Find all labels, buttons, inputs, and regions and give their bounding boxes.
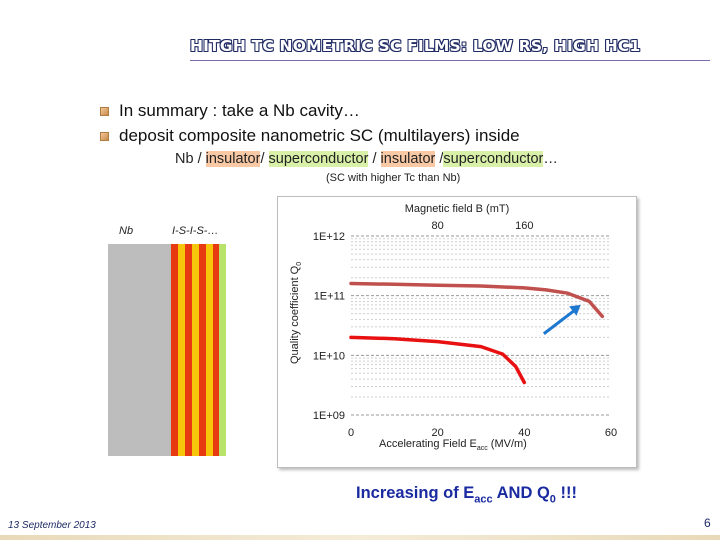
- bullet-square-icon: [100, 106, 109, 116]
- x-axis-label-main: Accelerating Field E: [379, 438, 477, 450]
- title-underline: [190, 60, 710, 61]
- y-tick-label: 1E+11: [314, 291, 345, 303]
- nb-substrate: [108, 244, 171, 456]
- top-axis-ticks: 80 160: [432, 220, 534, 232]
- x-tick-label: 40: [518, 427, 530, 439]
- bullet-square-icon: [100, 131, 109, 141]
- layer-nb: Nb /: [175, 151, 206, 167]
- chart-curves: [349, 281, 605, 385]
- layer-sequence: Nb / insulator/ superconductor / insulat…: [175, 151, 558, 167]
- x-axis-label-unit: (MV/m): [488, 438, 527, 450]
- bullet-1: In summary : take a Nb cavity…: [100, 101, 360, 121]
- stripe-yellow: [192, 244, 199, 456]
- conclusion-part-1: Increasing of E: [356, 484, 475, 502]
- x-axis-ticks: 0 20 40 60: [348, 427, 617, 439]
- chart-grid: [351, 235, 611, 416]
- bullet-2-text: deposit composite nanometric SC (multila…: [119, 126, 520, 145]
- y-axis-ticks: 1E+12 1E+11 1E+10 1E+09: [313, 231, 345, 422]
- layer-separator: /: [368, 151, 381, 167]
- stripe-red: [171, 244, 178, 456]
- top-tick-label: 160: [515, 220, 533, 232]
- tc-note: (SC with higher Tc than Nb): [326, 172, 461, 184]
- y-axis-label: Quality coefficient Q0: [289, 262, 303, 364]
- stripe-yellow: [206, 244, 213, 456]
- y-tick-label: 1E+12: [313, 231, 345, 243]
- y-tick-label: 1E+09: [313, 410, 345, 422]
- arrow-head: [569, 304, 581, 316]
- layer-ellipsis: …: [543, 151, 558, 167]
- nb-curve: [349, 335, 527, 385]
- x-axis-label: Accelerating Field Eacc (MV/m): [379, 438, 527, 452]
- y-tick-label: 1E+10: [313, 350, 345, 362]
- stripe-yellow: [178, 244, 185, 456]
- stripe-red: [213, 244, 219, 456]
- layer-separator: /: [260, 151, 269, 167]
- layer-separator: /: [435, 151, 444, 167]
- conclusion-part-2: AND Q: [492, 484, 550, 502]
- footer-band: [0, 535, 720, 540]
- y-axis-label-sub: 0: [296, 262, 303, 266]
- slide-title: HITGH TC NOMETRIC SC FILMS: LOW RS, HIGH…: [190, 37, 641, 55]
- x-tick-label: 60: [605, 427, 617, 439]
- bullet-1-text: In summary : take a Nb cavity…: [119, 101, 360, 120]
- conclusion-sub-acc: acc: [474, 493, 493, 506]
- footer-date: 13 September 2013: [8, 520, 96, 531]
- improvement-arrow-icon: [542, 304, 581, 335]
- layer-superconductor-1: superconductor: [268, 151, 369, 167]
- x-tick-label: 0: [348, 427, 354, 439]
- layer-insulator-2: insulator: [380, 151, 436, 167]
- isis-label: I-S-I-S-…: [172, 225, 219, 237]
- x-tick-label: 20: [432, 427, 444, 439]
- stripe-red: [185, 244, 192, 456]
- stripe-red: [199, 244, 206, 456]
- page-number: 6: [704, 516, 711, 530]
- y-axis-label-main: Quality coefficient Q: [289, 265, 301, 364]
- stripe-green: [219, 244, 226, 456]
- bullet-2: deposit composite nanometric SC (multila…: [100, 126, 520, 146]
- arrow-shaft: [542, 306, 579, 335]
- conclusion-sub-0: 0: [549, 493, 556, 506]
- top-axis-title: Magnetic field B (mT): [405, 203, 510, 215]
- conclusion-part-3: !!!: [555, 484, 577, 502]
- layer-superconductor-2: superconductor: [443, 151, 544, 167]
- multilayer-stack: [108, 244, 226, 456]
- conclusion-text: Increasing of Eacc AND Q0 !!!: [356, 484, 577, 505]
- multilayer-curve: [349, 281, 605, 319]
- top-tick-label: 80: [432, 220, 444, 232]
- nb-label: Nb: [119, 225, 134, 237]
- q0-chart: Magnetic field B (mT) 80 160 1E+121E+111E…: [289, 203, 617, 452]
- layer-insulator-1: insulator: [205, 151, 261, 167]
- x-axis-label-sub: acc: [477, 445, 488, 452]
